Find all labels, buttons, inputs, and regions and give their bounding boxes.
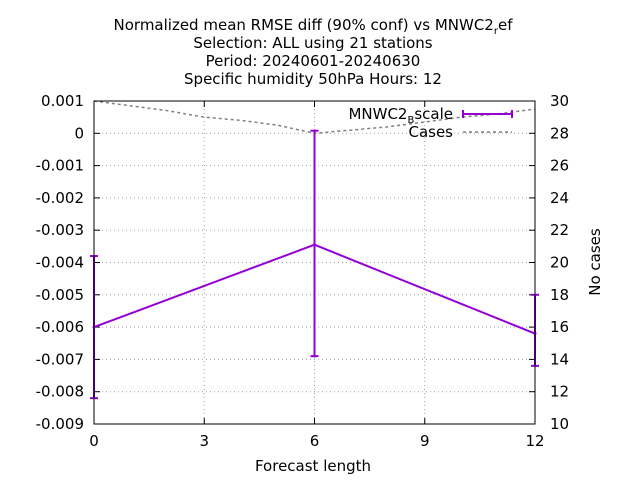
data-point	[313, 243, 316, 247]
y-tick-label: -0.008	[36, 383, 84, 401]
y-tick-label: -0.005	[36, 286, 84, 304]
y-tick-label: -0.002	[36, 189, 84, 207]
series-layer	[90, 100, 539, 400]
y-tick-label: -0.001	[36, 157, 84, 175]
y2-tick-label: 12	[550, 383, 569, 401]
y2-tick-label: 24	[550, 189, 569, 207]
y-tick-label: 0	[74, 124, 84, 142]
y-tick-label: -0.009	[36, 415, 84, 433]
y2-tick-label: 22	[550, 221, 569, 239]
y2-axis-label: No cases	[586, 228, 604, 296]
x-tick-label: 0	[89, 432, 99, 450]
y-tick-label: -0.003	[36, 221, 84, 239]
y2-tick-label: 16	[550, 318, 569, 336]
y-tick-label: -0.004	[36, 254, 84, 272]
x-axis-ticks: 0 3 6 9 12	[89, 101, 545, 450]
y2-tick-label: 26	[550, 157, 569, 175]
title-line-2: Selection: ALL using 21 stations	[193, 34, 432, 52]
title-line-1: Normalized mean RMSE diff (90% conf) vs …	[114, 16, 514, 37]
y-tick-label: -0.006	[36, 318, 84, 336]
x-tick-label: 12	[525, 432, 544, 450]
legend: MNWC2Bscale Cases	[348, 105, 513, 141]
y2-tick-label: 28	[550, 124, 569, 142]
y2-axis-ticks: 30 28 26 24 22 20 18 16 14 12 10	[550, 92, 569, 433]
y-tick-label: 0.001	[41, 92, 84, 110]
title-line-3: Period: 20240601-20240630	[206, 52, 421, 70]
legend-label-bscale: MNWC2Bscale	[348, 105, 453, 126]
x-tick-label: 9	[420, 432, 430, 450]
y2-tick-label: 20	[550, 254, 569, 272]
y-axis-ticks: 0.001 0 -0.001 -0.002 -0.003 -0.004 -0.005 -0.0…	[36, 92, 535, 433]
plot-frame	[93, 100, 536, 425]
y2-tick-label: 10	[550, 415, 569, 433]
x-tick-label: 3	[199, 432, 209, 450]
title-line-4: Specific humidity 50hPa Hours: 12	[184, 70, 442, 88]
legend-label-cases: Cases	[408, 123, 453, 141]
x-tick-label: 6	[310, 432, 320, 450]
x-axis-label: Forecast length	[255, 457, 371, 475]
chart-title: Normalized mean RMSE diff (90% conf) vs …	[114, 16, 514, 88]
y2-tick-label: 30	[550, 92, 569, 110]
y2-tick-label: 14	[550, 350, 569, 368]
y-tick-label: -0.007	[36, 350, 84, 368]
y2-tick-label: 18	[550, 286, 569, 304]
